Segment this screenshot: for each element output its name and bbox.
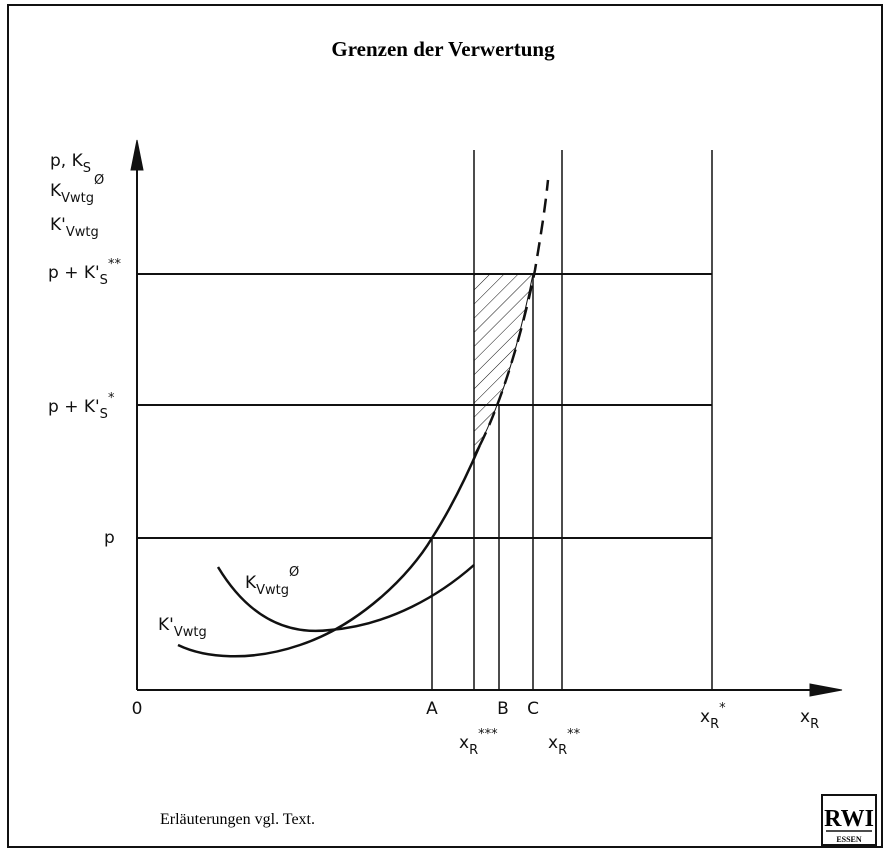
- y-label: K'Vwtg: [50, 215, 99, 240]
- y-label-text: K': [50, 215, 66, 235]
- curve-label: KVwtgØ: [245, 565, 299, 598]
- level-sup: **: [108, 257, 122, 272]
- x-label: B: [497, 699, 509, 719]
- footer: Erläuterungen vgl. Text.: [160, 811, 315, 828]
- x-label-text: x: [459, 733, 469, 753]
- hatched-area: [473, 273, 534, 457]
- x-label-sub: R: [558, 743, 567, 758]
- level-sub: S: [100, 273, 108, 288]
- frame: [7, 4, 883, 848]
- y-label: KVwtgØ: [50, 173, 104, 206]
- x-label: A: [426, 699, 438, 719]
- y-label: p, KS: [50, 151, 91, 176]
- curve-sub: Vwtg: [256, 583, 289, 598]
- logo-bottom: ESSEN: [836, 835, 862, 844]
- y-label-text: K: [50, 181, 62, 201]
- x-label-sub: R: [710, 717, 719, 732]
- level-text: p + K': [48, 397, 100, 417]
- logo-box: [821, 794, 877, 846]
- curve-text: K': [158, 615, 174, 635]
- level-label: p: [104, 528, 115, 548]
- x-label-sup: ***: [478, 727, 498, 742]
- x-label: C: [527, 699, 539, 719]
- y-label-sub: S: [83, 161, 91, 176]
- x-label-sub: R: [469, 743, 478, 758]
- level-label: p + K'S*: [48, 391, 115, 422]
- marginal-cost-curve: [177, 444, 482, 658]
- marginal-cost-curve-dashed: [478, 179, 550, 446]
- level-sub: S: [100, 407, 108, 422]
- logo-top: RWI: [824, 806, 874, 832]
- x-label: 0: [132, 699, 143, 719]
- y-label-sub: Vwtg: [61, 191, 94, 206]
- y-arrow: [130, 139, 144, 171]
- y-label-sup: Ø: [94, 173, 104, 188]
- x-label: xR***: [459, 727, 498, 758]
- curve-sup: Ø: [289, 565, 299, 580]
- x-label-sup: **: [567, 727, 581, 742]
- x-label: xR*: [700, 701, 726, 732]
- level-text: p + K': [48, 263, 100, 283]
- title: Grenzen der Verwertung: [331, 37, 555, 61]
- average-cost-curve: [216, 564, 475, 633]
- level-label: p + K'S**: [48, 257, 121, 288]
- y-label-text: p, K: [50, 151, 84, 171]
- x-label-sub: R: [810, 717, 819, 732]
- x-label: xR**: [548, 727, 581, 758]
- level-sup: *: [108, 391, 115, 406]
- x-arrow: [809, 683, 843, 697]
- x-label: xR: [800, 707, 819, 732]
- curve-sub: Vwtg: [174, 625, 207, 640]
- x-label-sup: *: [719, 701, 726, 716]
- y-label-sub: Vwtg: [66, 225, 99, 240]
- curve-text: K: [245, 573, 257, 593]
- curve-label: K'Vwtg: [158, 615, 207, 640]
- x-label-text: x: [800, 707, 810, 727]
- x-label-text: x: [548, 733, 558, 753]
- x-label-text: x: [700, 707, 710, 727]
